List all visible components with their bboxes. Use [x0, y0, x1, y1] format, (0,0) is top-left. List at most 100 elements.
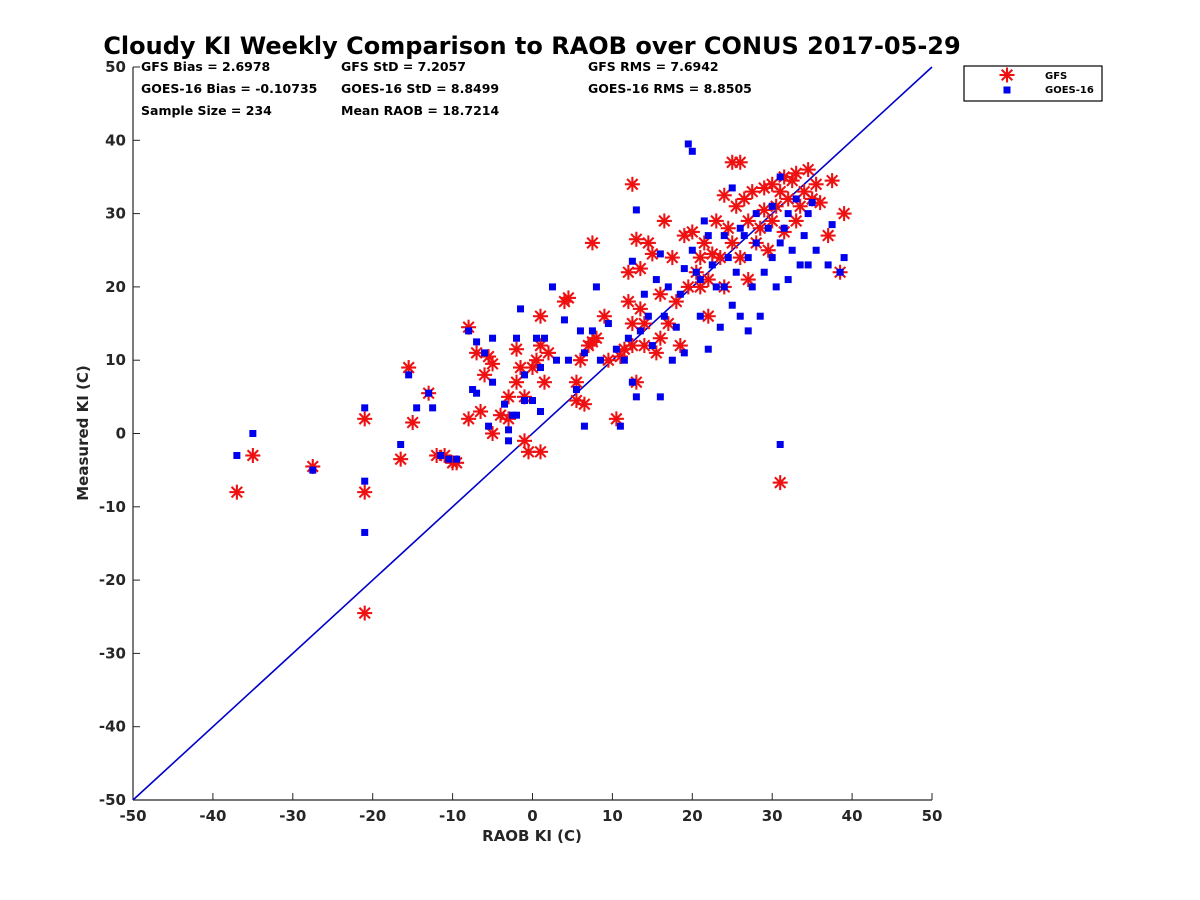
goes-16-point [560, 316, 568, 324]
goes-16-point [660, 312, 668, 320]
goes-16-point [536, 364, 544, 372]
x-tick-label: 30 [762, 807, 783, 825]
goes-16-point [489, 378, 497, 386]
goes-16-point [784, 210, 792, 218]
goes-16-point [572, 386, 580, 394]
gfs-point [572, 352, 588, 368]
goes-16-point [517, 305, 525, 313]
goes-16-point [704, 232, 712, 240]
goes-16-point [481, 349, 489, 357]
goes-16-point [425, 389, 433, 397]
goes-16-point [473, 389, 481, 397]
x-tick-label: -40 [199, 807, 226, 825]
gfs-point [740, 272, 756, 288]
goes-16-point [828, 221, 836, 229]
goes-16-point [796, 261, 804, 269]
goes-16-point [521, 371, 529, 379]
gfs-point [648, 345, 664, 361]
goes-16-point [588, 327, 596, 335]
goes-16-point [684, 140, 692, 148]
stat-goes-std: GOES-16 StD = 8.8499 [341, 81, 499, 96]
goes-16-point [513, 334, 521, 342]
gfs-point [836, 206, 852, 222]
goes-16-point [776, 173, 784, 181]
goes-16-point [485, 422, 493, 430]
y-tick-label: -50 [99, 791, 126, 809]
stat-mean-raob: Mean RAOB = 18.7214 [341, 103, 499, 118]
goes-16-point [808, 199, 816, 207]
stat-gfs-bias: GFS Bias = 2.6978 [141, 59, 270, 74]
goes-16-point [812, 246, 820, 254]
gfs-point [620, 294, 636, 310]
x-tick-label: 20 [682, 807, 703, 825]
gfs-point [632, 301, 648, 317]
goes-16-point [640, 290, 648, 298]
goes-16-point [429, 404, 437, 412]
gfs-point [820, 228, 836, 244]
goes-16-point [624, 334, 632, 342]
gfs-point [772, 475, 788, 491]
gfs-point [532, 308, 548, 324]
goes-16-point [736, 224, 744, 232]
y-tick-label: -10 [99, 498, 126, 516]
gfs-point [708, 213, 724, 229]
legend: GFS GOES-16 [963, 65, 1103, 102]
gfs-point [692, 250, 708, 266]
gfs-point [744, 184, 760, 200]
gfs-point [588, 330, 604, 346]
goes-16-point [744, 254, 752, 262]
legend-gfs-marker [999, 67, 1015, 83]
goes-16-point [840, 254, 848, 262]
goes-16-point [744, 327, 752, 335]
goes-16-point [748, 283, 756, 291]
gfs-point [245, 447, 261, 463]
goes-16-point [616, 422, 624, 430]
goes-16-point [664, 283, 672, 291]
goes-16-point [752, 239, 760, 247]
goes-16-point [521, 397, 529, 405]
gfs-point [808, 176, 824, 192]
goes-16-point [788, 246, 796, 254]
goes-16-point [824, 261, 832, 269]
stat-goes-rms: GOES-16 RMS = 8.8505 [588, 81, 752, 96]
y-tick-label: 10 [105, 351, 126, 369]
goes-16-point [768, 254, 776, 262]
gfs-point [584, 235, 600, 251]
chart-title: Cloudy KI Weekly Comparison to RAOB over… [103, 32, 960, 60]
legend-box [963, 65, 1103, 102]
goes-16-point [692, 268, 700, 276]
goes-16-point [361, 528, 369, 536]
gfs-point [560, 290, 576, 306]
goes-16-point [724, 254, 732, 262]
series-gfs [229, 154, 852, 621]
x-tick-label: 0 [527, 807, 537, 825]
x-tick-label: -50 [119, 807, 146, 825]
goes-16-point [756, 312, 764, 320]
gfs-point [672, 338, 688, 354]
goes-16-point [712, 283, 720, 291]
y-tick-label: -30 [99, 644, 126, 662]
goes-16-point [536, 408, 544, 416]
goes-16-point [716, 323, 724, 331]
gfs-point [461, 411, 477, 427]
gfs-point [652, 330, 668, 346]
y-axis-label: Measured KI (C) [74, 365, 92, 501]
gfs-point [461, 319, 477, 335]
gfs-point [716, 187, 732, 203]
gfs-point [736, 191, 752, 207]
stats-block: GFS Bias = 2.6978 GFS StD = 7.2057 GFS R… [141, 59, 752, 118]
stat-gfs-std: GFS StD = 7.2057 [341, 59, 466, 74]
one-to-one-line [132, 66, 933, 801]
goes-16-point [445, 455, 453, 463]
gfs-point [477, 367, 493, 383]
goes-16-point [453, 455, 461, 463]
goes-16-point [720, 283, 728, 291]
gfs-point [485, 356, 501, 372]
goes-16-point [768, 202, 776, 210]
gfs-point [696, 235, 712, 251]
goes-16-point [437, 451, 445, 459]
gfs-point [756, 202, 772, 218]
legend-gfs-label: GFS [1045, 71, 1067, 82]
goes-16-point [505, 437, 513, 445]
